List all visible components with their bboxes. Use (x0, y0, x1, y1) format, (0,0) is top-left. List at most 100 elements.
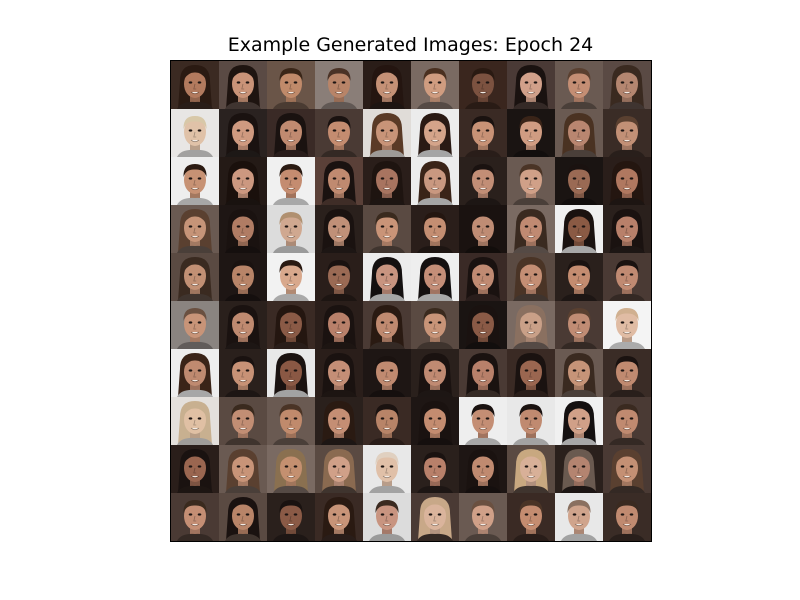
generated-face-image (267, 205, 315, 253)
generated-face-image (363, 61, 411, 109)
generated-face-image (459, 253, 507, 301)
generated-face-image (411, 61, 459, 109)
generated-face-image (603, 109, 651, 157)
generated-face-image (267, 61, 315, 109)
generated-face-image (411, 301, 459, 349)
generated-face-image (459, 61, 507, 109)
generated-face-image (555, 493, 603, 541)
generated-face-image (315, 349, 363, 397)
generated-face-image (507, 205, 555, 253)
generated-face-image (219, 493, 267, 541)
generated-face-image (459, 205, 507, 253)
generated-face-image (219, 109, 267, 157)
generated-face-image (219, 301, 267, 349)
generated-face-image (315, 157, 363, 205)
generated-face-image (171, 301, 219, 349)
generated-face-image (315, 493, 363, 541)
generated-face-image (363, 349, 411, 397)
figure-title: Example Generated Images: Epoch 24 (227, 34, 594, 56)
generated-face-image (411, 157, 459, 205)
generated-face-image (315, 61, 363, 109)
generated-face-image (507, 397, 555, 445)
generated-face-image (459, 109, 507, 157)
generated-face-image (267, 301, 315, 349)
generated-face-image (363, 493, 411, 541)
generated-face-image (315, 397, 363, 445)
generated-face-image (603, 349, 651, 397)
generated-face-image (603, 253, 651, 301)
generated-face-image (459, 397, 507, 445)
generated-face-image (315, 109, 363, 157)
generated-face-image (507, 253, 555, 301)
generated-face-image (219, 253, 267, 301)
generated-face-image (411, 253, 459, 301)
generated-face-image (507, 61, 555, 109)
generated-face-image (363, 301, 411, 349)
generated-face-image (171, 253, 219, 301)
generated-face-image (363, 157, 411, 205)
generated-face-image (555, 157, 603, 205)
generated-face-image (459, 445, 507, 493)
generated-face-image (363, 397, 411, 445)
generated-face-image (603, 445, 651, 493)
generated-face-image (507, 349, 555, 397)
generated-face-image (555, 109, 603, 157)
generated-face-image (219, 397, 267, 445)
generated-face-image (603, 493, 651, 541)
generated-face-image (267, 157, 315, 205)
generated-face-image (507, 445, 555, 493)
generated-face-image (411, 109, 459, 157)
generated-face-image (411, 493, 459, 541)
generated-face-image (363, 445, 411, 493)
generated-face-image (267, 349, 315, 397)
generated-face-image (603, 205, 651, 253)
generated-face-image (555, 253, 603, 301)
generated-face-image (459, 493, 507, 541)
generated-face-image (555, 445, 603, 493)
face-image-grid (171, 61, 651, 541)
generated-face-image (267, 493, 315, 541)
generated-face-image (219, 349, 267, 397)
generated-face-image (507, 157, 555, 205)
generated-face-image (315, 301, 363, 349)
generated-face-image (411, 205, 459, 253)
generated-face-image (315, 205, 363, 253)
generated-face-image (171, 493, 219, 541)
generated-face-image (555, 61, 603, 109)
generated-face-image (219, 205, 267, 253)
generated-face-image (219, 61, 267, 109)
generated-face-image (555, 349, 603, 397)
generated-face-image (171, 205, 219, 253)
generated-face-image (267, 253, 315, 301)
generated-face-image (459, 301, 507, 349)
generated-face-image (315, 253, 363, 301)
generated-face-image (603, 61, 651, 109)
generated-face-image (267, 109, 315, 157)
generated-face-image (555, 397, 603, 445)
generated-face-image (459, 157, 507, 205)
generated-face-image (363, 253, 411, 301)
generated-face-image (171, 397, 219, 445)
generated-face-image (555, 301, 603, 349)
generated-face-image (315, 445, 363, 493)
generated-face-image (603, 157, 651, 205)
generated-face-image (411, 349, 459, 397)
generated-face-image (507, 301, 555, 349)
generated-face-image (459, 349, 507, 397)
generated-face-image (555, 205, 603, 253)
generated-face-image (603, 301, 651, 349)
generated-face-image (267, 445, 315, 493)
generated-face-image (219, 445, 267, 493)
generated-face-image (363, 205, 411, 253)
generated-face-image (411, 445, 459, 493)
generated-face-image (411, 397, 459, 445)
generated-face-image (171, 349, 219, 397)
generated-face-image (171, 61, 219, 109)
generated-face-image (267, 397, 315, 445)
generated-face-image (363, 109, 411, 157)
generated-face-image (171, 157, 219, 205)
generated-face-image (603, 397, 651, 445)
generated-face-image (507, 109, 555, 157)
generated-face-image (171, 445, 219, 493)
